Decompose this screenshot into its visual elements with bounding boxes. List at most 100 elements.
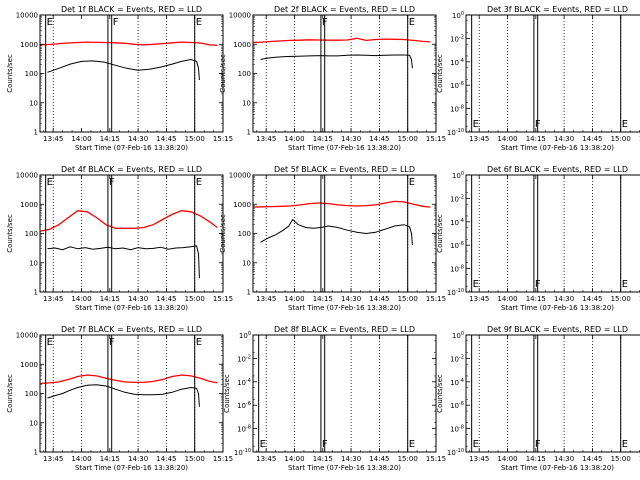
series-line-red-lld bbox=[39, 41, 218, 46]
y-tick-label: 1 bbox=[34, 289, 38, 297]
panel-det-9f: Det 9f BLACK = Events, RED = LLDEFE13:45… bbox=[436, 325, 640, 472]
x-tick-label: 14:00 bbox=[71, 455, 91, 463]
x-tick-label: 15:00 bbox=[611, 455, 631, 463]
marker-label: E bbox=[622, 279, 628, 290]
y-axis-label: Counts/sec bbox=[219, 54, 227, 93]
x-tick-label: 14:00 bbox=[497, 455, 517, 463]
y-tick-label: 10-8 bbox=[237, 425, 251, 434]
y-axis-label: Counts/sec bbox=[6, 214, 14, 253]
x-tick-label: 15:15 bbox=[426, 135, 446, 143]
marker-label: E bbox=[196, 17, 202, 28]
y-tick-label: 10-2 bbox=[450, 354, 464, 363]
x-tick-label: 15:15 bbox=[639, 455, 640, 463]
panel-det-3f: Det 3f BLACK = Events, RED = LLDEFE13:45… bbox=[436, 5, 640, 152]
x-tick-label: 15:00 bbox=[611, 135, 631, 143]
x-tick-label: 14:30 bbox=[128, 295, 148, 303]
x-tick-label: 14:45 bbox=[369, 295, 389, 303]
y-tick-label: 1 bbox=[247, 289, 251, 297]
panel-title: Det 3f BLACK = Events, RED = LLD bbox=[487, 5, 628, 14]
x-tick-label: 15:00 bbox=[398, 295, 418, 303]
x-tick-label: 14:30 bbox=[341, 295, 361, 303]
x-tick-label: 14:00 bbox=[497, 295, 517, 303]
panel-title: Det 9f BLACK = Events, RED = LLD bbox=[487, 325, 628, 334]
x-axis-label: Start Time (07-Feb-16 13:38:20) bbox=[501, 304, 614, 312]
y-axis-label: Counts/sec bbox=[436, 214, 444, 253]
y-tick-label: 10-10 bbox=[447, 288, 464, 297]
x-tick-label: 15:00 bbox=[185, 295, 205, 303]
panel-title: Det 8f BLACK = Events, RED = LLD bbox=[274, 325, 415, 334]
y-tick-label: 10-10 bbox=[447, 128, 464, 137]
marker-label: E bbox=[47, 17, 53, 28]
x-tick-label: 15:00 bbox=[398, 455, 418, 463]
x-tick-label: 14:30 bbox=[341, 135, 361, 143]
panel-title: Det 1f BLACK = Events, RED = LLD bbox=[61, 5, 202, 14]
series-line-red-lld bbox=[252, 200, 431, 208]
panel-det-1f: Det 1f BLACK = Events, RED = LLD E F E 13:45… bbox=[6, 5, 233, 152]
panel-title: Det 4f BLACK = Events, RED = LLD bbox=[61, 165, 202, 174]
panel-det-7f: Det 7f BLACK = Events, RED = LLDEFE13:45… bbox=[6, 325, 233, 472]
y-tick-label: 10-4 bbox=[450, 58, 464, 67]
y-tick-label: 10-2 bbox=[237, 354, 251, 363]
x-tick-label: 14:45 bbox=[369, 135, 389, 143]
series-line-red-lld bbox=[39, 210, 218, 232]
x-tick-label: 15:00 bbox=[185, 455, 205, 463]
x-tick-label: 15:00 bbox=[398, 135, 418, 143]
marker-label: E bbox=[260, 439, 266, 450]
x-tick-label: 13:45 bbox=[43, 455, 63, 463]
x-tick-label: 14:45 bbox=[582, 295, 602, 303]
y-tick-label: 100 bbox=[238, 230, 251, 238]
x-tick-label: 14:15 bbox=[100, 455, 120, 463]
y-tick-label: 100 bbox=[452, 171, 464, 180]
plot-frame bbox=[465, 14, 640, 133]
plot-frame bbox=[465, 334, 640, 453]
x-tick-label: 13:45 bbox=[469, 455, 489, 463]
x-tick-label: 14:15 bbox=[526, 135, 546, 143]
panel-title: Det 6f BLACK = Events, RED = LLD bbox=[487, 165, 628, 174]
y-tick-label: 100 bbox=[25, 390, 38, 398]
x-tick-label: 14:15 bbox=[526, 295, 546, 303]
y-tick-label: 1000 bbox=[20, 41, 38, 49]
plot-frame bbox=[39, 14, 224, 133]
x-tick-label: 14:45 bbox=[156, 455, 176, 463]
marker-label: E bbox=[622, 439, 628, 450]
x-tick-label: 13:45 bbox=[256, 295, 276, 303]
x-tick-label: 14:30 bbox=[341, 455, 361, 463]
marker-label: E bbox=[409, 17, 415, 28]
y-tick-label: 10 bbox=[29, 99, 38, 107]
x-axis-label: Start Time (07-Feb-16 13:38:20) bbox=[501, 144, 614, 152]
x-tick-label: 14:15 bbox=[313, 295, 333, 303]
marker-label: E bbox=[47, 177, 53, 188]
y-axis-label: Counts/sec bbox=[436, 374, 444, 413]
panel-title: Det 2f BLACK = Events, RED = LLD bbox=[274, 5, 415, 14]
y-tick-label: 1 bbox=[34, 449, 38, 457]
y-tick-label: 10-2 bbox=[450, 34, 464, 43]
y-tick-label: 1 bbox=[247, 129, 251, 137]
y-tick-label: 100 bbox=[452, 11, 464, 20]
x-tick-label: 14:45 bbox=[582, 135, 602, 143]
marker-label: F bbox=[113, 17, 119, 28]
plot-frame bbox=[39, 174, 224, 293]
y-tick-label: 10-6 bbox=[450, 81, 464, 90]
x-tick-label: 14:45 bbox=[156, 295, 176, 303]
y-tick-label: 1 bbox=[34, 129, 38, 137]
panel-det-2f: Det 2f BLACK = Events, RED = LLDFE13:451… bbox=[219, 5, 446, 152]
x-tick-label: 14:45 bbox=[369, 455, 389, 463]
y-tick-label: 1000 bbox=[20, 201, 38, 209]
x-tick-label: 15:00 bbox=[185, 135, 205, 143]
marker-label: E bbox=[409, 439, 415, 450]
marker-label: E bbox=[196, 177, 202, 188]
x-tick-label: 14:15 bbox=[100, 295, 120, 303]
marker-label: E bbox=[473, 279, 479, 290]
x-tick-label: 14:15 bbox=[100, 135, 120, 143]
x-axis-label: Start Time (07-Feb-16 13:38:20) bbox=[288, 144, 401, 152]
marker-label: E bbox=[196, 337, 202, 348]
y-tick-label: 10000 bbox=[229, 12, 251, 20]
series-line-black-events bbox=[260, 54, 413, 69]
x-tick-label: 15:15 bbox=[426, 295, 446, 303]
plot-frame bbox=[465, 174, 640, 293]
y-axis-label: Counts/sec bbox=[436, 54, 444, 93]
y-axis-label: Counts/sec bbox=[6, 54, 14, 93]
x-tick-label: 15:15 bbox=[213, 135, 233, 143]
y-tick-label: 10-8 bbox=[450, 265, 464, 274]
plot-frame bbox=[252, 174, 437, 293]
